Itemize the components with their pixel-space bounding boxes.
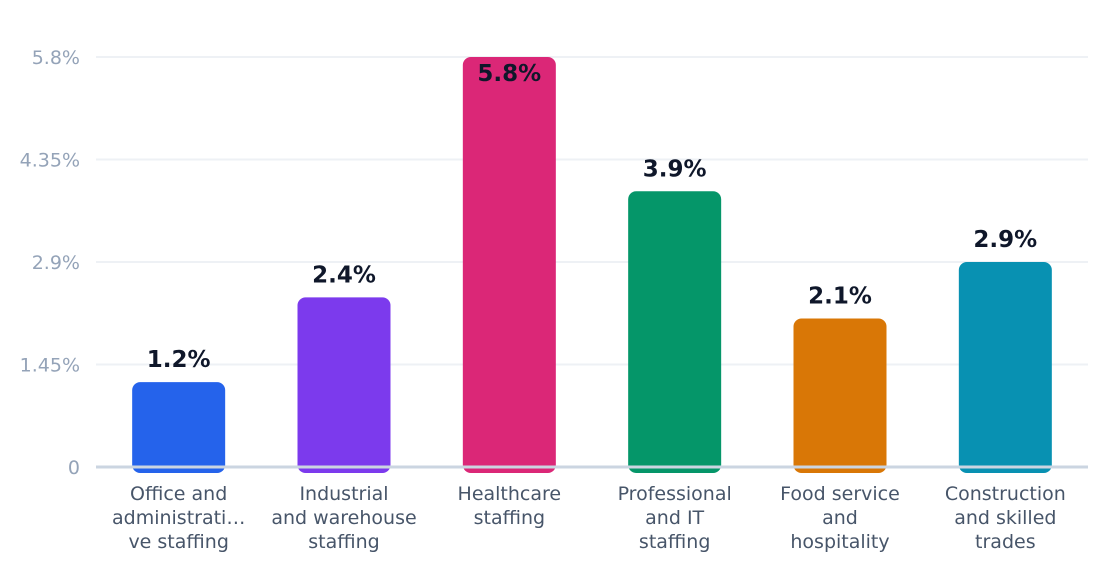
- gridlines: [96, 56, 1088, 366]
- x-tick-label: Industrial and warehouse staffing: [271, 483, 416, 553]
- y-tick-label: 2.9%: [32, 252, 80, 274]
- y-tick-label: 4.35%: [20, 150, 80, 172]
- bars: [132, 57, 1052, 473]
- x-tick-label: Professional and IT staffing: [618, 483, 732, 553]
- x-tick-label: Food service and hospitality: [780, 483, 900, 553]
- y-tick-label: 1.45%: [20, 355, 80, 377]
- data-label: 5.8%: [477, 61, 541, 87]
- x-tick-label: Office and administrati… ve staffing: [112, 483, 245, 553]
- data-label: 3.9%: [643, 156, 707, 182]
- bar: [297, 297, 391, 473]
- bar: [628, 191, 722, 473]
- y-axis: 0 1.45% 2.9% 4.35% 5.8%: [20, 47, 80, 479]
- data-label: 2.9%: [973, 227, 1037, 253]
- bar: [793, 318, 887, 473]
- y-tick-label: 0: [68, 457, 80, 479]
- y-tick-label: 5.8%: [32, 47, 80, 69]
- data-labels: 1.2% 2.4% 5.8% 3.9% 2.1% 2.9%: [147, 61, 1037, 373]
- bar: [462, 57, 556, 473]
- bar: [958, 262, 1052, 473]
- x-tick-label: Healthcare staffing: [458, 483, 562, 529]
- data-label: 2.4%: [312, 262, 376, 288]
- bar: [132, 382, 226, 473]
- data-label: 1.2%: [147, 347, 211, 373]
- data-label: 2.1%: [808, 284, 872, 310]
- x-tick-label: Construction and skilled trades: [945, 483, 1066, 553]
- x-axis: Office and administrati… ve staffing Indust…: [96, 465, 1088, 553]
